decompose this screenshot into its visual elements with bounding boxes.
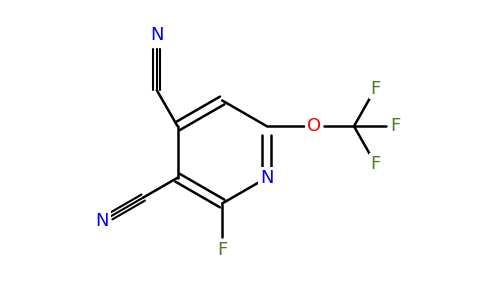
Text: O: O — [307, 117, 321, 135]
Text: F: F — [371, 155, 381, 173]
Text: N: N — [150, 26, 164, 44]
Text: N: N — [95, 212, 109, 230]
Text: F: F — [371, 80, 381, 98]
Text: F: F — [217, 241, 227, 259]
Text: F: F — [391, 117, 401, 135]
Text: N: N — [260, 169, 273, 187]
